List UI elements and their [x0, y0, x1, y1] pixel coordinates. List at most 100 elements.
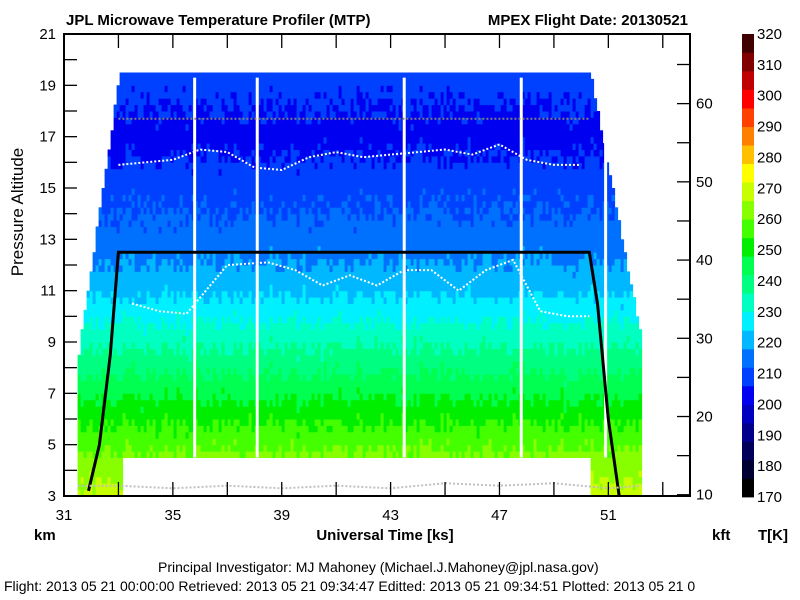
heatmap-cell — [296, 175, 301, 183]
heatmap-cell — [236, 361, 241, 369]
heatmap-cell — [284, 258, 289, 266]
heatmap-cell — [101, 265, 106, 272]
heatmap-cell — [242, 111, 247, 118]
heatmap-cell — [179, 348, 184, 356]
heatmap-cell — [239, 309, 244, 317]
heatmap-cell — [104, 412, 109, 420]
heatmap-cell — [317, 444, 322, 452]
heatmap-cell — [305, 374, 310, 382]
heatmap-cell — [299, 91, 304, 99]
heatmap-cell — [134, 194, 139, 202]
heatmap-cell — [305, 207, 310, 215]
heatmap-cell — [314, 136, 319, 144]
heatmap-cell — [170, 258, 175, 266]
heatmap-cell — [119, 386, 124, 394]
heatmap-cell — [161, 393, 166, 401]
heatmap-cell — [326, 290, 331, 298]
heatmap-cell — [320, 399, 325, 407]
heatmap-cell — [272, 361, 277, 369]
heatmap-cell — [233, 200, 238, 208]
heatmap-cell — [146, 123, 151, 131]
heatmap-cell — [86, 303, 91, 311]
heatmap-cell — [335, 316, 340, 324]
heatmap-cell — [311, 412, 316, 420]
heatmap-cell — [116, 111, 121, 118]
heatmap-cell — [155, 130, 160, 138]
heatmap-cell — [260, 207, 265, 215]
heatmap-cell — [251, 399, 256, 407]
heatmap-cell — [260, 258, 265, 266]
heatmap-cell — [116, 367, 121, 375]
heatmap-cell — [167, 252, 172, 260]
heatmap-cell — [302, 412, 307, 420]
heatmap-cell — [227, 380, 232, 388]
heatmap-cell — [128, 136, 133, 144]
heatmap-cell — [113, 175, 118, 183]
heatmap-cell — [329, 252, 334, 260]
heatmap-cell — [158, 412, 163, 420]
heatmap-cell — [251, 322, 256, 330]
heatmap-cell — [245, 194, 250, 202]
heatmap-cell — [335, 78, 340, 86]
heatmap-cell — [176, 117, 181, 125]
heatmap-cell — [284, 104, 289, 112]
heatmap-cell — [287, 277, 292, 285]
heatmap-cell — [119, 438, 124, 446]
heatmap-cell — [203, 226, 208, 234]
heatmap-cell — [224, 162, 229, 170]
heatmap-cell — [263, 348, 268, 356]
heatmap-cell — [257, 342, 262, 349]
heatmap-cell — [116, 342, 121, 349]
heatmap-cell — [176, 85, 181, 93]
heatmap-cell — [299, 78, 304, 86]
heatmap-cell — [149, 335, 154, 343]
heatmap-cell — [329, 367, 334, 375]
heatmap-cell — [332, 399, 337, 407]
heatmap-cell — [257, 329, 262, 337]
heatmap-cell — [272, 386, 277, 394]
heatmap-cell — [161, 406, 166, 414]
heatmap-cell — [131, 419, 136, 426]
heatmap-cell — [224, 277, 229, 285]
heatmap-cell — [266, 335, 271, 343]
heatmap-cell — [98, 252, 103, 260]
heatmap-cell — [269, 136, 274, 144]
heatmap-cell — [299, 277, 304, 285]
heatmap-cell — [332, 303, 337, 311]
heatmap-cell — [140, 444, 145, 452]
heatmap-cell — [80, 329, 85, 337]
heatmap-cell — [173, 406, 178, 414]
heatmap-cell — [167, 194, 172, 202]
heatmap-cell — [320, 419, 325, 426]
heatmap-cell — [152, 316, 157, 324]
heatmap-cell — [275, 181, 280, 189]
heatmap-cell — [164, 412, 169, 420]
heatmap-cell — [101, 200, 106, 208]
heatmap-cell — [116, 181, 121, 189]
heatmap-cell — [263, 226, 268, 234]
heatmap-cell — [200, 367, 205, 375]
heatmap-cell — [143, 354, 148, 362]
heatmap-cell — [320, 188, 325, 195]
heatmap-cell — [281, 175, 286, 183]
heatmap-cell — [287, 168, 292, 176]
heatmap-cell — [194, 284, 199, 292]
heatmap-cell — [236, 425, 241, 433]
heatmap-cell — [278, 245, 283, 253]
heatmap-cell — [290, 309, 295, 317]
heatmap-cell — [110, 258, 115, 266]
heatmap-cell — [122, 98, 127, 106]
heatmap-cell — [320, 297, 325, 305]
heatmap-cell — [308, 412, 313, 420]
heatmap-cell — [143, 252, 148, 260]
heatmap-cell — [173, 425, 178, 433]
heatmap-cell — [308, 303, 313, 311]
heatmap-cell — [212, 207, 217, 215]
heatmap-cell — [320, 213, 325, 221]
heatmap-cell — [173, 194, 178, 202]
heatmap-cell — [143, 200, 148, 208]
heatmap-cell — [263, 143, 268, 151]
heatmap-cell — [203, 149, 208, 157]
heatmap-cell — [98, 374, 103, 382]
heatmap-cell — [125, 412, 130, 420]
